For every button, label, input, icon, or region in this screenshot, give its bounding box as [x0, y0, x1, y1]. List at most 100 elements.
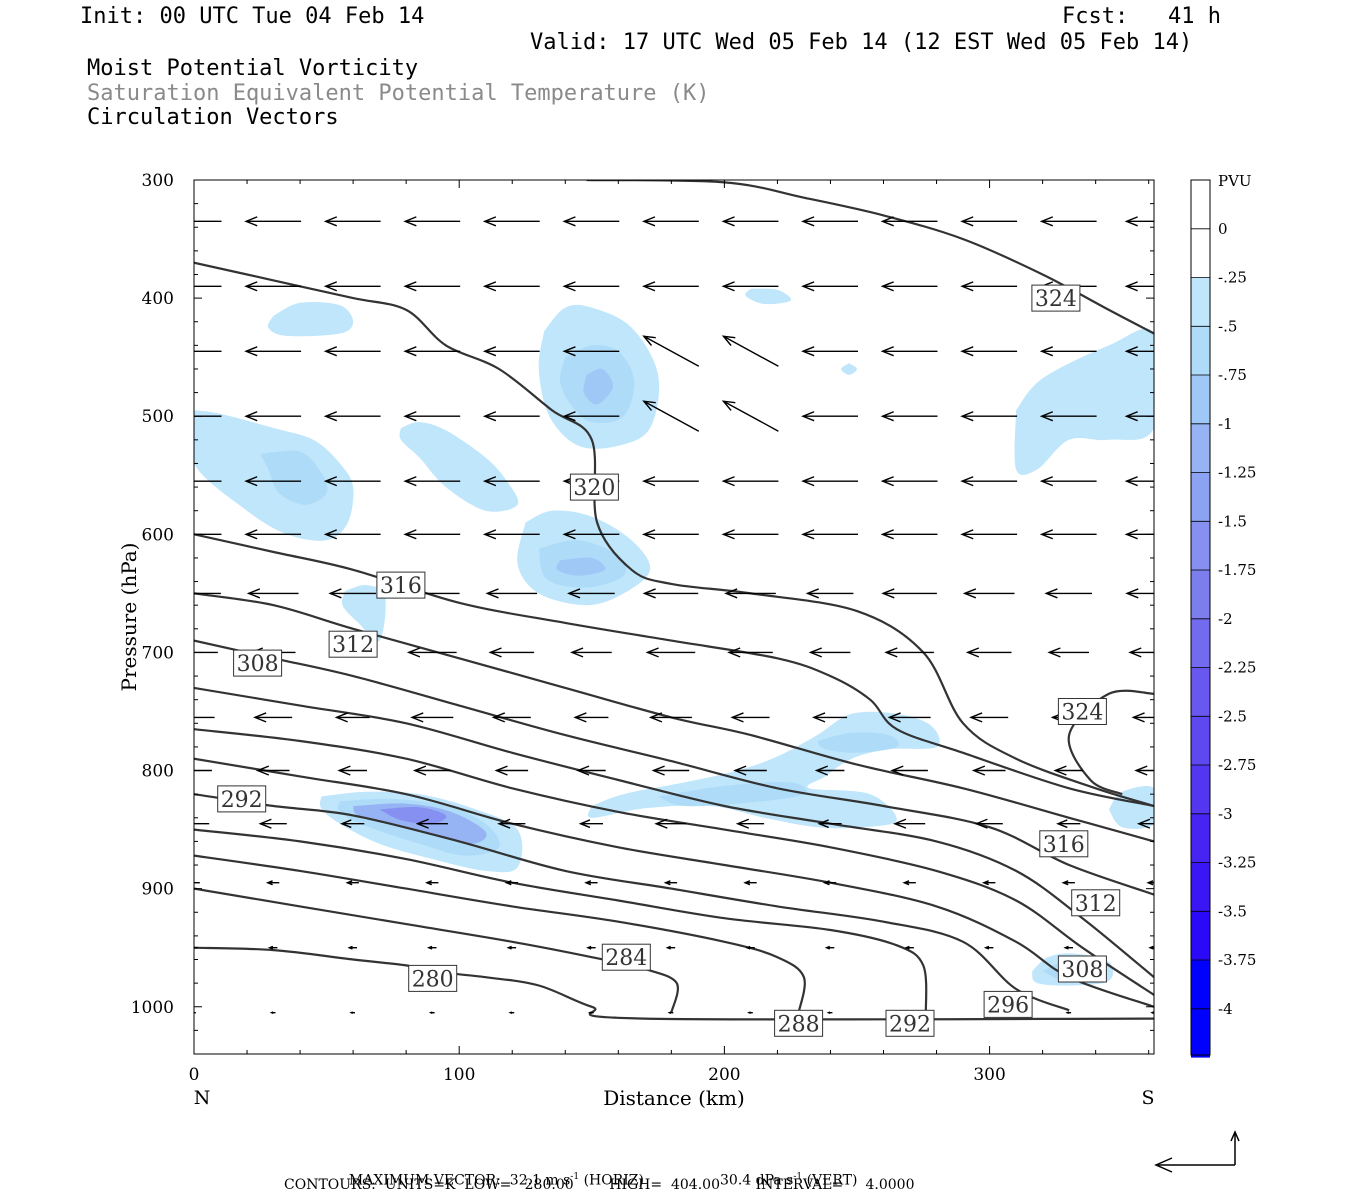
init-time: Init: 00 UTC Tue 04 Feb 14	[80, 4, 425, 29]
vector-5	[562, 216, 620, 227]
vector-18	[562, 281, 620, 292]
colorbar-label-3: -.75	[1218, 366, 1247, 384]
vector-55	[403, 476, 461, 487]
vector-131	[258, 818, 287, 829]
colorbar-frame	[1190, 179, 1211, 1056]
vector-30	[482, 346, 540, 357]
y-tick-label-900: 900	[142, 880, 174, 900]
vector-98	[727, 647, 773, 658]
y-tick-label-600: 600	[142, 525, 174, 545]
colorbar-cell-12	[1191, 765, 1210, 814]
vector-170	[269, 1011, 276, 1014]
vector-173	[508, 1011, 515, 1014]
vector-42	[403, 411, 461, 422]
theta-contour-312-8	[194, 639, 1154, 896]
vector-27	[244, 346, 302, 357]
vector-94	[406, 647, 457, 658]
vector-108	[491, 712, 531, 723]
vector-35	[880, 346, 938, 357]
vector-0	[194, 220, 222, 223]
colorbar-label-15: -3.75	[1218, 951, 1256, 969]
vector-116	[1131, 712, 1154, 723]
vector-78	[194, 592, 221, 595]
y-tick-label-1000: 1000	[131, 998, 174, 1018]
svg-text:312: 312	[1075, 892, 1117, 917]
pv-area-13	[1014, 328, 1154, 475]
vector-112	[811, 712, 848, 723]
vert-exp: -1	[793, 1172, 803, 1182]
contour-label-0: 320	[569, 473, 619, 501]
vector-37	[1039, 346, 1097, 357]
vector-69	[482, 529, 540, 540]
vector-71	[641, 529, 699, 540]
vector-148	[584, 880, 598, 886]
vector-23	[960, 281, 1018, 292]
vector-60	[801, 476, 858, 487]
axes: 300 400 500 600 700 800 900 1000 0 100 200 300 Dista…	[117, 171, 1155, 1110]
svg-text:320: 320	[573, 476, 615, 501]
vector-51	[1124, 411, 1154, 422]
svg-text:280: 280	[412, 967, 454, 992]
svg-text:316: 316	[380, 574, 422, 599]
x-tick-label-300: 300	[973, 1065, 1005, 1085]
theta-contour-308-7	[194, 686, 1154, 979]
colorbar-label-14: -3.5	[1218, 902, 1247, 920]
vector-180	[1065, 1011, 1072, 1014]
vector-129	[1134, 765, 1154, 776]
horiz-exp: -1	[570, 1172, 580, 1182]
pv-area-9	[556, 557, 606, 576]
vector-48	[880, 411, 938, 422]
vector-45	[642, 400, 700, 432]
colorbar-label-1: -.25	[1218, 269, 1247, 287]
vector-88	[962, 588, 1015, 599]
vector-107	[410, 712, 454, 723]
contour-label-2: 312	[328, 630, 378, 658]
vector-11	[1039, 216, 1097, 227]
forecast-hour: Fcst: 41 h	[1062, 4, 1221, 29]
vector-152	[902, 880, 916, 886]
vector-117	[194, 769, 212, 772]
vector-21	[801, 281, 858, 292]
vector-132	[340, 819, 365, 829]
theta-contour-304-6	[194, 728, 1154, 996]
vector-72	[721, 529, 779, 540]
vector-75	[960, 529, 1018, 540]
vector-70	[562, 529, 620, 540]
field-title-theta-es: Saturation Equivalent Potential Temperat…	[87, 81, 710, 106]
vector-104	[194, 716, 215, 719]
vector-100	[884, 647, 934, 658]
vector-15	[323, 281, 381, 292]
colorbar-label-8: -2	[1218, 610, 1233, 628]
vector-14	[244, 281, 302, 292]
contour-info: CONTOURS: UNITS=K LOW= 280.00 HIGH= 404.…	[284, 1177, 915, 1193]
contour-label-12: 316	[1039, 830, 1089, 858]
vector-166	[983, 945, 994, 950]
colorbar-cell-14	[1191, 862, 1210, 912]
colorbar-title: PVU	[1218, 172, 1252, 190]
vector-133	[415, 818, 448, 829]
vector-134	[497, 818, 526, 829]
vector-153	[981, 880, 996, 886]
vector-175	[667, 1011, 674, 1014]
vector-scale-key	[1154, 1130, 1240, 1173]
vector-73	[801, 529, 858, 540]
vector-49	[960, 411, 1018, 422]
vector-86	[805, 588, 854, 599]
vector-22	[880, 281, 938, 292]
contour-label-3: 308	[233, 649, 283, 677]
vector-39	[194, 415, 222, 417]
vector-79	[246, 588, 299, 599]
colorbar-cell-17	[1191, 1008, 1210, 1058]
vector-141	[1056, 819, 1081, 829]
contour-label-13: 324	[1057, 698, 1107, 726]
contour-label-9: 296	[983, 990, 1033, 1018]
vector-46	[721, 400, 779, 432]
y-tick-label-700: 700	[142, 643, 174, 663]
contour-label-11: 312	[1071, 889, 1121, 917]
theta-contour-288-2	[194, 854, 806, 1013]
vector-140	[974, 818, 1003, 829]
vector-83	[567, 588, 615, 599]
vector-147	[504, 880, 518, 886]
pv-area-10	[341, 585, 386, 642]
vector-146	[425, 880, 439, 886]
